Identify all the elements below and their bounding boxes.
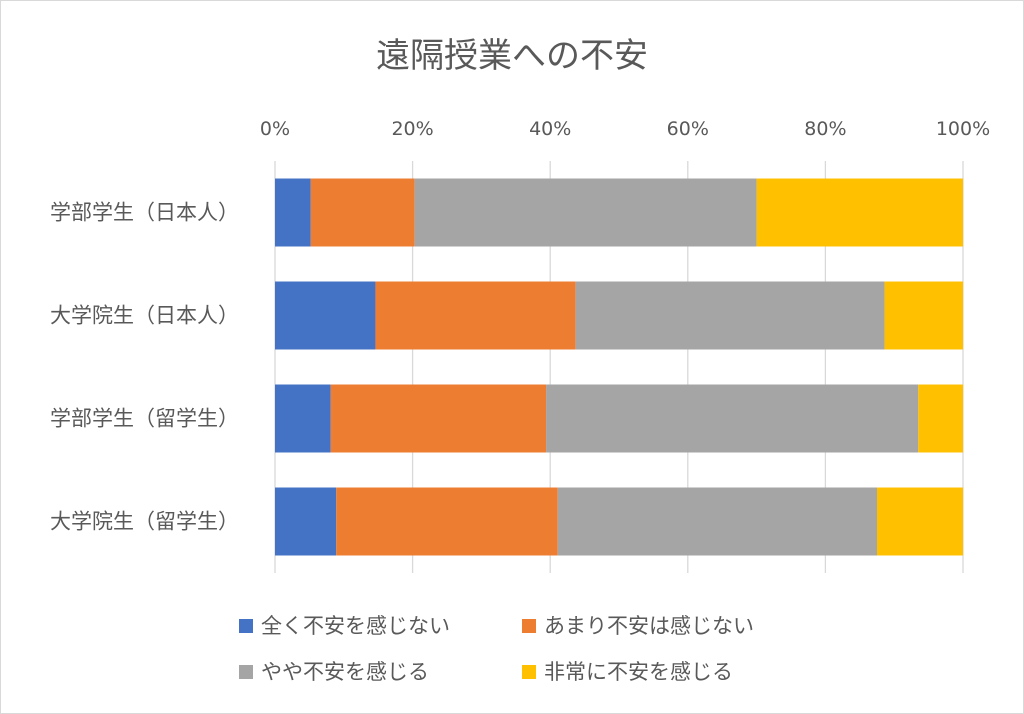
legend-swatch [522,619,536,633]
bar-segment [918,384,963,453]
x-tick-label: 60% [667,118,709,140]
bar-segment [275,178,311,247]
bars [275,178,963,556]
bar-segment [375,281,576,350]
bar-segment [877,487,963,556]
legend-label: あまり不安は感じない [544,614,754,638]
bar-segment [330,384,547,453]
bar-segment [557,487,877,556]
x-tick-label: 100% [936,118,990,140]
bar-segment [275,487,337,556]
bar-segment [414,178,757,247]
bar-segment [310,178,415,247]
legend-label: 全く不安を感じない [261,614,450,638]
legend-label: 非常に不安を感じる [544,660,733,684]
bar-segment [275,281,376,350]
x-tick-label: 40% [529,118,571,140]
bar-segment [884,281,963,350]
x-tick-label: 80% [804,118,846,140]
x-axis-ticks: 0% 20% 40% 60% 80% 100% [260,118,990,140]
bar-segment [275,384,331,453]
legend-swatch [239,665,253,679]
category-label: 大学院生（留学生） [50,510,239,534]
legend-swatch [522,665,536,679]
chart-title: 遠隔授業への不安 [376,36,648,76]
x-tick-label: 20% [391,118,433,140]
legend-label: やや不安を感じる [261,660,429,684]
bar-segment [575,281,885,350]
bar-segment [546,384,919,453]
bar-segment [756,178,963,247]
legend-swatch [239,619,253,633]
category-labels: 学部学生（日本人） 大学院生（日本人） 学部学生（留学生） 大学院生（留学生） [50,201,239,534]
category-label: 学部学生（日本人） [50,201,239,225]
bar-segment [336,487,558,556]
category-label: 大学院生（日本人） [50,304,239,328]
category-label: 学部学生（留学生） [50,407,239,431]
x-tick-label: 0% [260,118,290,140]
